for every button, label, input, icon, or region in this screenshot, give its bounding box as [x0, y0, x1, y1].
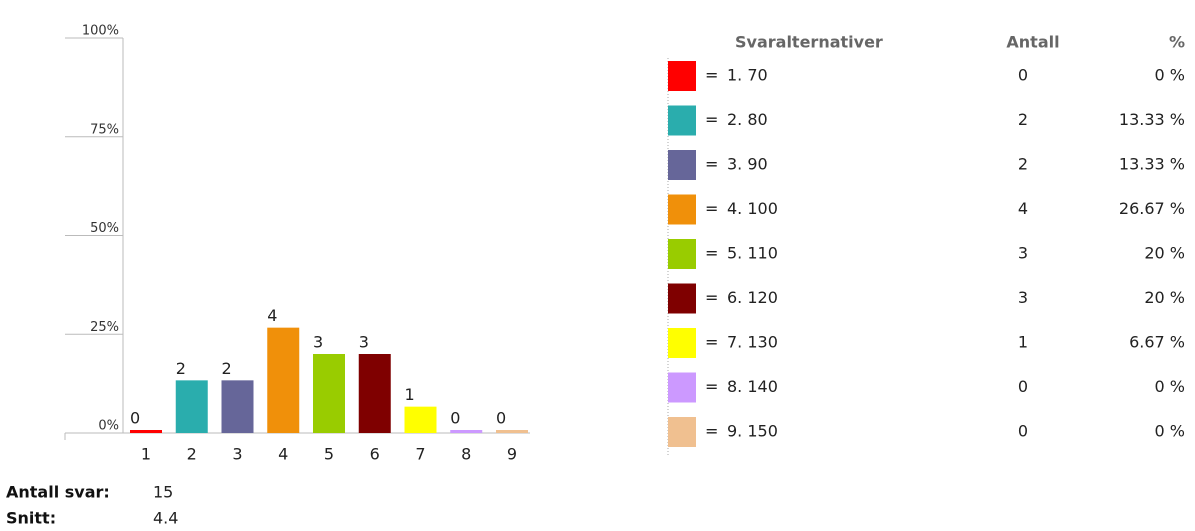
- table-header: Antall: [1006, 33, 1059, 52]
- legend-label: 1. 70: [727, 66, 768, 85]
- x-tick-label: 5: [324, 445, 334, 464]
- data-label: 0: [450, 409, 460, 428]
- summary-value: 15: [153, 483, 173, 502]
- legend-label: 6. 120: [727, 288, 778, 307]
- percent-cell: 13.33 %: [1119, 155, 1185, 174]
- legend-swatch: [668, 417, 696, 447]
- legend-label: 4. 100: [727, 199, 778, 218]
- bar: [175, 380, 208, 433]
- percent-cell: 6.67 %: [1129, 333, 1185, 352]
- bar: [450, 430, 483, 433]
- percent-cell: 20 %: [1144, 244, 1185, 263]
- legend-swatch: [668, 61, 696, 91]
- legend-swatch: [668, 239, 696, 269]
- x-tick-label: 3: [232, 445, 242, 464]
- x-tick-label: 1: [141, 445, 151, 464]
- y-tick-label: 50%: [90, 221, 119, 236]
- bar: [496, 430, 528, 433]
- legend-swatch: [668, 283, 696, 314]
- x-tick-label: 9: [507, 445, 517, 464]
- legend-label: 8. 140: [727, 377, 778, 396]
- data-label: 3: [313, 333, 323, 352]
- percent-cell: 26.67 %: [1119, 199, 1185, 218]
- data-label: 4: [267, 306, 277, 325]
- x-tick-label: 7: [415, 445, 425, 464]
- data-label: 2: [222, 359, 232, 378]
- x-tick-label: 4: [278, 445, 288, 464]
- equals-sign: =: [705, 66, 718, 85]
- table-header: %: [1169, 33, 1185, 52]
- legend-label: 3. 90: [727, 155, 768, 174]
- legend-swatch: [668, 328, 696, 358]
- x-tick-label: 8: [461, 445, 471, 464]
- y-tick-label: 0%: [98, 419, 119, 434]
- bar: [358, 354, 391, 433]
- count-cell: 3: [1018, 288, 1028, 307]
- bar: [404, 406, 437, 433]
- equals-sign: =: [705, 422, 718, 441]
- count-cell: 0: [1018, 66, 1028, 85]
- x-tick-label: 2: [187, 445, 197, 464]
- legend-swatch: [668, 105, 696, 136]
- percent-cell: 0 %: [1155, 422, 1185, 441]
- y-tick-label: 75%: [90, 122, 119, 137]
- equals-sign: =: [705, 155, 718, 174]
- percent-cell: 0 %: [1155, 377, 1185, 396]
- legend-label: 7. 130: [727, 333, 778, 352]
- summary-label: Antall svar:: [6, 483, 110, 502]
- count-cell: 3: [1018, 244, 1028, 263]
- data-label: 0: [130, 409, 140, 428]
- percent-cell: 13.33 %: [1119, 110, 1185, 129]
- summary-value: 4.4: [153, 509, 178, 528]
- data-label: 3: [359, 333, 369, 352]
- count-cell: 2: [1018, 155, 1028, 174]
- equals-sign: =: [705, 244, 718, 263]
- equals-sign: =: [705, 333, 718, 352]
- legend-label: 2. 80: [727, 110, 768, 129]
- equals-sign: =: [705, 377, 718, 396]
- legend-label: 9. 150: [727, 422, 778, 441]
- data-label: 0: [496, 409, 506, 428]
- percent-cell: 0 %: [1155, 66, 1185, 85]
- equals-sign: =: [705, 288, 718, 307]
- count-cell: 1: [1018, 333, 1028, 352]
- percent-cell: 20 %: [1144, 288, 1185, 307]
- y-tick-label: 25%: [90, 320, 119, 335]
- data-label: 1: [405, 385, 415, 404]
- bar: [130, 430, 162, 433]
- equals-sign: =: [705, 110, 718, 129]
- count-cell: 4: [1018, 199, 1028, 218]
- bar: [313, 354, 345, 433]
- bar: [267, 327, 300, 433]
- y-tick-label: 100%: [82, 24, 119, 39]
- legend-swatch: [668, 372, 696, 403]
- legend-swatch: [668, 150, 696, 180]
- count-cell: 2: [1018, 110, 1028, 129]
- data-label: 2: [176, 359, 186, 378]
- x-tick-label: 6: [370, 445, 380, 464]
- equals-sign: =: [705, 199, 718, 218]
- bar: [221, 380, 254, 433]
- legend-label: 5. 110: [727, 244, 778, 263]
- count-cell: 0: [1018, 377, 1028, 396]
- count-cell: 0: [1018, 422, 1028, 441]
- legend-swatch: [668, 194, 696, 225]
- summary-label: Snitt:: [6, 509, 56, 528]
- table-header: Svaralternativer: [735, 33, 883, 52]
